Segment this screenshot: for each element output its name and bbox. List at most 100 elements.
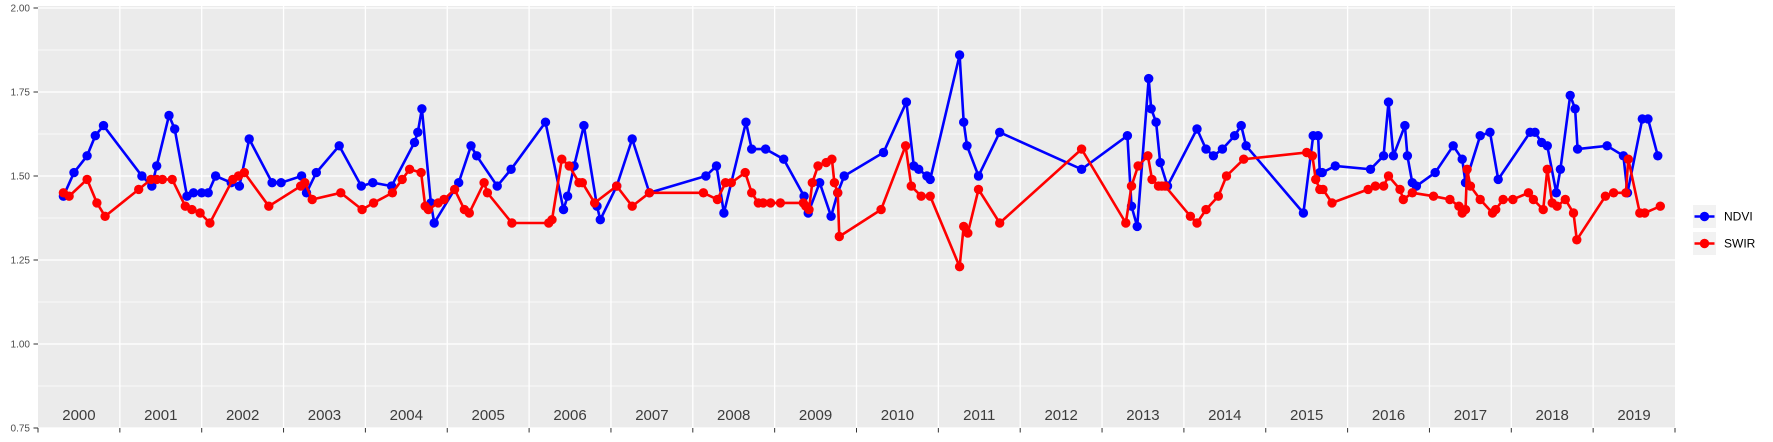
y-tick-label: 2.00 <box>11 4 31 15</box>
ndvi-point <box>1151 117 1161 127</box>
swir-point <box>397 174 407 185</box>
x-tick-label: 2012 <box>1044 407 1077 424</box>
ndvi-point <box>701 171 711 181</box>
legend-item-swir: SWIR <box>1693 232 1756 255</box>
swir-point <box>1201 204 1211 215</box>
ndvi-point <box>1241 141 1251 151</box>
ndvi-point <box>1201 144 1211 154</box>
swir-point <box>357 204 367 215</box>
swir-point <box>1640 208 1650 218</box>
ndvi-point <box>1146 104 1156 114</box>
swir-point <box>82 174 92 185</box>
swir-point <box>336 188 346 198</box>
swir-point <box>167 174 177 185</box>
ndvi-point <box>627 134 637 144</box>
swir-point <box>1568 208 1579 218</box>
ndvi-point <box>901 97 912 107</box>
swir-point <box>804 204 814 215</box>
legend-item-ndvi: NDVI <box>1693 205 1753 228</box>
y-tick-label: 1.75 <box>11 88 31 99</box>
ndvi-point <box>1132 221 1142 232</box>
swir-point <box>1465 181 1476 191</box>
ndvi-point <box>1448 141 1458 151</box>
swir-point <box>157 174 168 185</box>
swir-point <box>1147 174 1157 185</box>
ndvi-point <box>1570 104 1580 114</box>
swir-point <box>1462 164 1472 174</box>
ndvi-point <box>98 120 109 131</box>
x-tick-label: 2013 <box>1126 407 1159 424</box>
swir-point <box>404 164 415 174</box>
ndvi-point <box>1430 167 1440 178</box>
ndvi-point <box>925 174 935 185</box>
swir-point <box>577 178 587 188</box>
swir-point <box>807 178 817 188</box>
swir-point <box>387 188 398 198</box>
ndvi-point <box>244 134 254 144</box>
ndvi-point <box>417 104 427 114</box>
ndvi-point <box>719 208 729 218</box>
x-tick-label: 2018 <box>1536 407 1569 424</box>
swir-point <box>239 167 249 178</box>
ndvi-point <box>197 188 207 198</box>
swir-point <box>439 194 449 205</box>
x-tick-label: 2009 <box>799 407 832 424</box>
swir-point <box>740 167 750 178</box>
ndvi-point <box>1317 167 1327 178</box>
swir-point <box>627 201 637 211</box>
swir-point <box>1395 184 1405 195</box>
ndvi-point <box>1551 188 1562 198</box>
swir-point <box>1143 151 1153 161</box>
swir-point <box>1508 194 1518 205</box>
swir-point <box>1126 181 1137 191</box>
ndvi-point <box>1298 208 1309 218</box>
ndvi-point <box>429 218 439 228</box>
swir-point <box>1445 194 1455 205</box>
swir-point <box>1608 188 1619 198</box>
swir-point <box>1327 198 1337 208</box>
swir-point <box>1572 235 1582 245</box>
ndvi-point <box>413 127 423 137</box>
axis-ticks <box>33 7 1676 433</box>
ndvi-point <box>1457 154 1467 164</box>
ndvi-point <box>779 154 789 164</box>
ndvi-point <box>760 144 771 154</box>
ndvi-point <box>1236 120 1246 131</box>
swir-point <box>1378 181 1389 191</box>
swir-point <box>829 178 840 188</box>
swir-point <box>416 167 426 178</box>
x-tick-label: 2015 <box>1290 407 1323 424</box>
ndvi-point <box>1400 120 1410 131</box>
ndvi-point <box>815 178 825 188</box>
swir-point <box>134 184 144 195</box>
ndvi-point <box>1530 127 1540 137</box>
swir-point <box>834 231 844 242</box>
x-tick-label: 2008 <box>717 407 750 424</box>
gridlines-major <box>38 6 1675 429</box>
swir-point <box>187 204 197 215</box>
ndvi-point <box>82 151 92 161</box>
swir-point <box>195 208 205 218</box>
swir-point <box>507 218 517 228</box>
legend-key-point <box>1699 211 1710 222</box>
swir-point <box>449 184 460 195</box>
ndvi-point <box>1402 151 1413 161</box>
swir-point <box>1213 191 1224 201</box>
ndvi-point <box>1643 114 1653 124</box>
swir-point <box>813 161 823 171</box>
x-axis-labels: 2000 2001 2002 2003 2004 2005 2006 2007 2008 2009… <box>62 407 1651 424</box>
series-swir <box>58 140 1666 272</box>
swir-point <box>1528 194 1539 205</box>
ndvi-point <box>1217 144 1228 154</box>
ndvi-point <box>995 127 1005 137</box>
swir-point <box>307 194 317 205</box>
ndvi-point <box>959 117 969 127</box>
swir-point <box>906 181 916 191</box>
swir-point <box>1552 201 1562 211</box>
ndvi-point <box>334 141 344 151</box>
swir-point <box>1460 204 1471 215</box>
swir-point <box>1318 184 1328 195</box>
swir-point <box>479 178 489 188</box>
swir-point <box>1192 218 1202 228</box>
